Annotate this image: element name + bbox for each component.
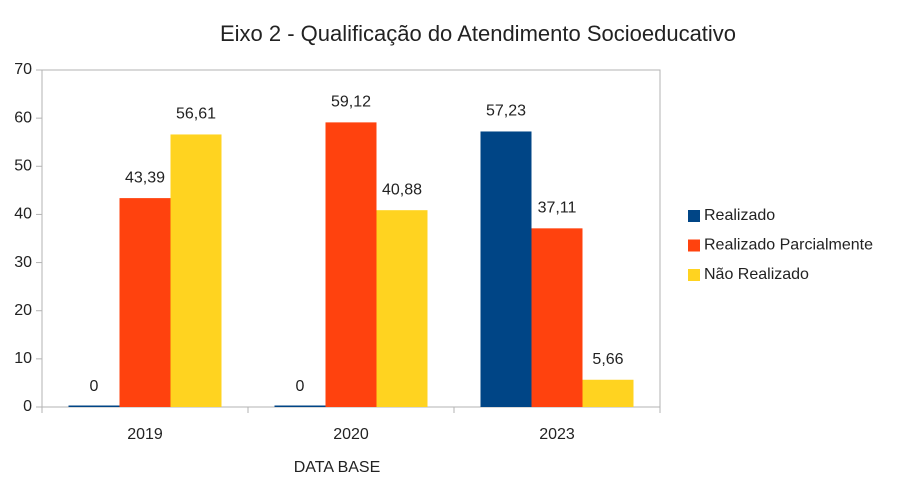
legend-swatch (688, 210, 700, 222)
legend-label: Não Realizado (704, 266, 809, 283)
value-label: 0 (90, 378, 99, 395)
y-tick-label: 20 (14, 302, 32, 319)
value-label: 0 (296, 378, 305, 395)
value-label: 40,88 (382, 181, 422, 198)
legend-swatch (688, 269, 700, 281)
legend-label: Realizado Parcialmente (704, 237, 873, 254)
value-label: 5,66 (592, 351, 623, 368)
bar (531, 228, 583, 407)
y-tick-label: 70 (14, 61, 32, 78)
bar (119, 198, 171, 407)
y-tick-label: 40 (14, 206, 32, 223)
bar (582, 379, 634, 407)
x-tick-label: 2023 (539, 426, 575, 443)
y-tick-label: 60 (14, 109, 32, 126)
bar (480, 131, 532, 407)
bar (68, 405, 120, 407)
x-axis-label: DATA BASE (294, 459, 381, 476)
bar (274, 405, 326, 407)
bar (170, 134, 222, 407)
value-label: 57,23 (486, 103, 526, 120)
value-label: 43,39 (125, 169, 165, 186)
bar (376, 210, 428, 407)
y-tick-label: 10 (14, 350, 32, 367)
x-tick-label: 2019 (127, 426, 163, 443)
value-label: 59,12 (331, 94, 371, 111)
y-tick-label: 30 (14, 254, 32, 271)
y-tick-label: 0 (23, 398, 32, 415)
y-tick-label: 50 (14, 158, 32, 175)
value-label: 56,61 (176, 106, 216, 123)
legend-label: Realizado (704, 207, 775, 224)
value-label: 37,11 (538, 200, 577, 217)
x-tick-label: 2020 (333, 426, 369, 443)
bar (325, 122, 377, 407)
chart-title: Eixo 2 - Qualificação do Atendimento Soc… (220, 21, 736, 46)
legend-swatch (688, 239, 700, 252)
